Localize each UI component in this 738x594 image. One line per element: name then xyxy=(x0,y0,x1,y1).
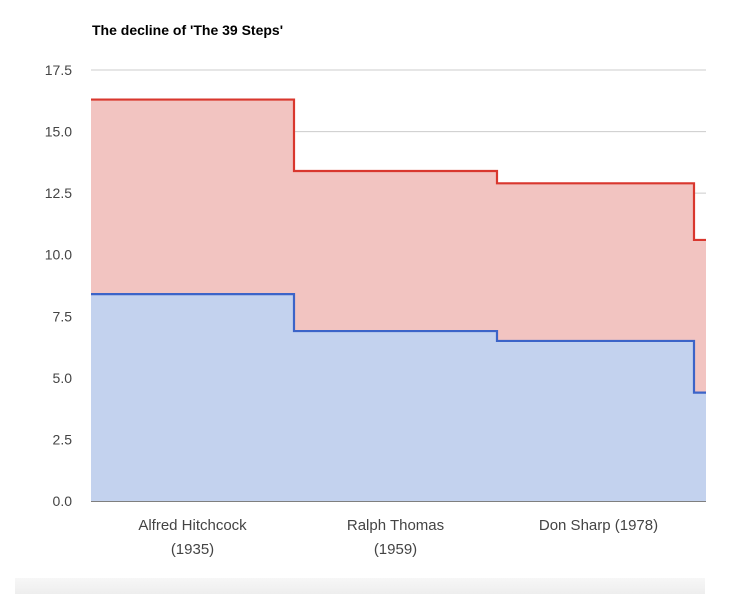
x-tick-label: Alfred Hitchcock (1935) xyxy=(138,517,247,558)
area-series-1 xyxy=(91,294,706,501)
y-tick-label: 7.5 xyxy=(53,308,73,324)
x-tick-label: Ralph Thomas (1959) xyxy=(347,517,444,558)
line-series-2 xyxy=(91,98,706,242)
line-series-1 xyxy=(91,293,706,394)
y-tick-label: 10.0 xyxy=(45,247,72,263)
chart-title: The decline of 'The 39 Steps' xyxy=(92,22,284,38)
x-tick-label: Don Sharp (1978) xyxy=(539,517,658,534)
y-tick-label: 12.5 xyxy=(45,185,72,201)
y-tick-label: 17.5 xyxy=(45,62,72,78)
y-tick-label: 5.0 xyxy=(53,370,73,386)
y-tick-label: 2.5 xyxy=(53,431,73,447)
bottom-band xyxy=(15,578,705,594)
y-tick-label: 0.0 xyxy=(53,493,73,509)
area-series-2 xyxy=(91,99,706,393)
y-tick-label: 15.0 xyxy=(45,124,72,140)
